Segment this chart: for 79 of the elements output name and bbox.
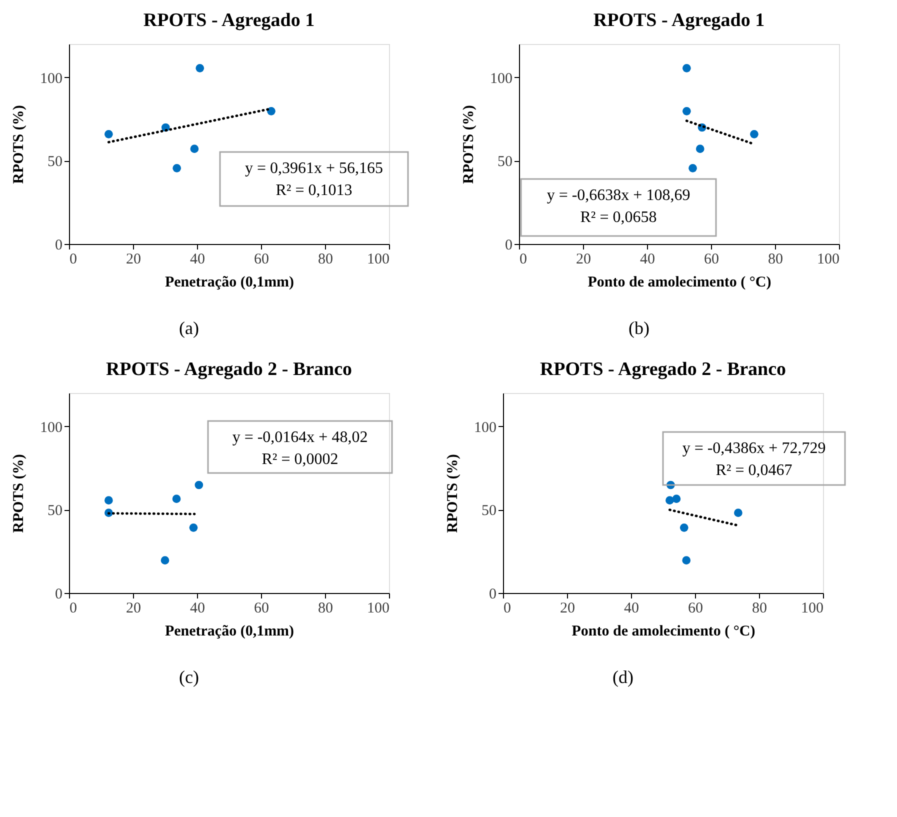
- point: [160, 556, 170, 565]
- chart-title: RPOTS - Agregado 2 - Branco: [540, 359, 786, 380]
- point: [190, 144, 199, 154]
- y-tick-label: 50: [48, 154, 62, 170]
- point: [696, 144, 704, 154]
- y-axis-title: RPOTS (%): [461, 105, 477, 184]
- point: [172, 494, 181, 504]
- x-tick-label: 80: [318, 252, 333, 268]
- chart-title: RPOTS - Agregado 2 - Branco: [106, 359, 352, 380]
- annotation: y = -0,0164x + 48,02: [232, 429, 368, 446]
- x-tick-label: 100: [367, 252, 390, 268]
- x-axis-title: Ponto de amolecimento ( °C): [588, 274, 772, 290]
- x-tick-label: 40: [190, 600, 205, 616]
- x-axis-title: Penetração (0,1mm): [164, 624, 294, 640]
- x-tick-label: 20: [126, 600, 141, 616]
- point: [104, 130, 113, 138]
- y-tick-label: 0: [55, 238, 62, 254]
- y-tick-label: 50: [498, 154, 512, 170]
- annotation: y = -0,6638x + 108,69: [546, 187, 690, 204]
- annotation: R² = 0,0467: [716, 462, 792, 479]
- annotation: R² = 0,1013: [276, 182, 352, 199]
- point: [196, 64, 204, 72]
- x-tick-label: 60: [688, 600, 703, 616]
- y-axis-title: RPOTS (%): [11, 454, 27, 533]
- point: [189, 523, 198, 532]
- annotation: R² = 0,0658: [580, 209, 657, 226]
- y-tick-label: 0: [55, 586, 62, 602]
- annotation: y = -0,4386x + 72,729: [682, 440, 826, 457]
- point: [680, 523, 688, 532]
- point: [194, 480, 204, 490]
- annotation: y = 0,3961x + 56,165: [244, 160, 384, 177]
- y-tick-label: 100: [40, 420, 62, 436]
- y-tick-label: 50: [482, 503, 496, 520]
- point: [267, 106, 276, 116]
- point: [688, 164, 697, 172]
- point: [682, 106, 691, 116]
- x-tick-label: 80: [768, 252, 783, 268]
- y-tick-label: 0: [489, 586, 496, 602]
- y-tick-label: 100: [490, 70, 512, 87]
- x-tick-label: 40: [624, 600, 639, 616]
- y-tick-label: 50: [48, 503, 62, 520]
- x-tick-label: 60: [254, 252, 269, 268]
- chart-title: RPOTS - Agregado 1: [593, 10, 765, 31]
- y-axis-title: RPOTS (%): [11, 105, 27, 184]
- x-tick-label: 100: [367, 600, 390, 616]
- x-tick-label: 60: [254, 600, 269, 616]
- x-axis-title: Ponto de amolecimento ( °C): [572, 624, 756, 640]
- point: [666, 496, 674, 505]
- x-tick-label: 20: [126, 252, 141, 268]
- point: [682, 556, 691, 565]
- point: [104, 496, 113, 505]
- annotation: R² = 0,0002: [262, 451, 338, 468]
- point: [734, 508, 742, 518]
- x-tick-label: 20: [576, 252, 591, 268]
- point: [750, 130, 758, 138]
- x-tick-label: 40: [640, 252, 655, 268]
- point: [172, 164, 182, 172]
- text: (b): [628, 318, 650, 338]
- x-tick-label: 100: [817, 252, 840, 268]
- x-tick-label: 20: [560, 600, 575, 616]
- chart-title: RPOTS - Agregado 1: [143, 10, 315, 31]
- x-tick-label: 0: [70, 600, 77, 616]
- x-tick-label: 0: [520, 252, 527, 268]
- x-tick-label: 40: [190, 252, 205, 268]
- x-tick-label: 100: [801, 600, 824, 616]
- point: [672, 494, 681, 504]
- y-tick-label: 100: [474, 420, 496, 436]
- y-tick-label: 0: [505, 238, 512, 254]
- y-tick-label: 100: [40, 70, 62, 87]
- text: (a): [179, 318, 199, 338]
- y-axis-title: RPOTS (%): [445, 454, 461, 533]
- text: (c): [179, 667, 199, 687]
- x-axis-title: Penetração (0,1mm): [164, 274, 294, 290]
- x-tick-label: 60: [704, 252, 719, 268]
- x-tick-label: 80: [318, 600, 333, 616]
- x-tick-label: 80: [752, 600, 767, 616]
- x-tick-label: 0: [70, 252, 77, 268]
- text: (d): [612, 667, 634, 687]
- point: [682, 64, 691, 72]
